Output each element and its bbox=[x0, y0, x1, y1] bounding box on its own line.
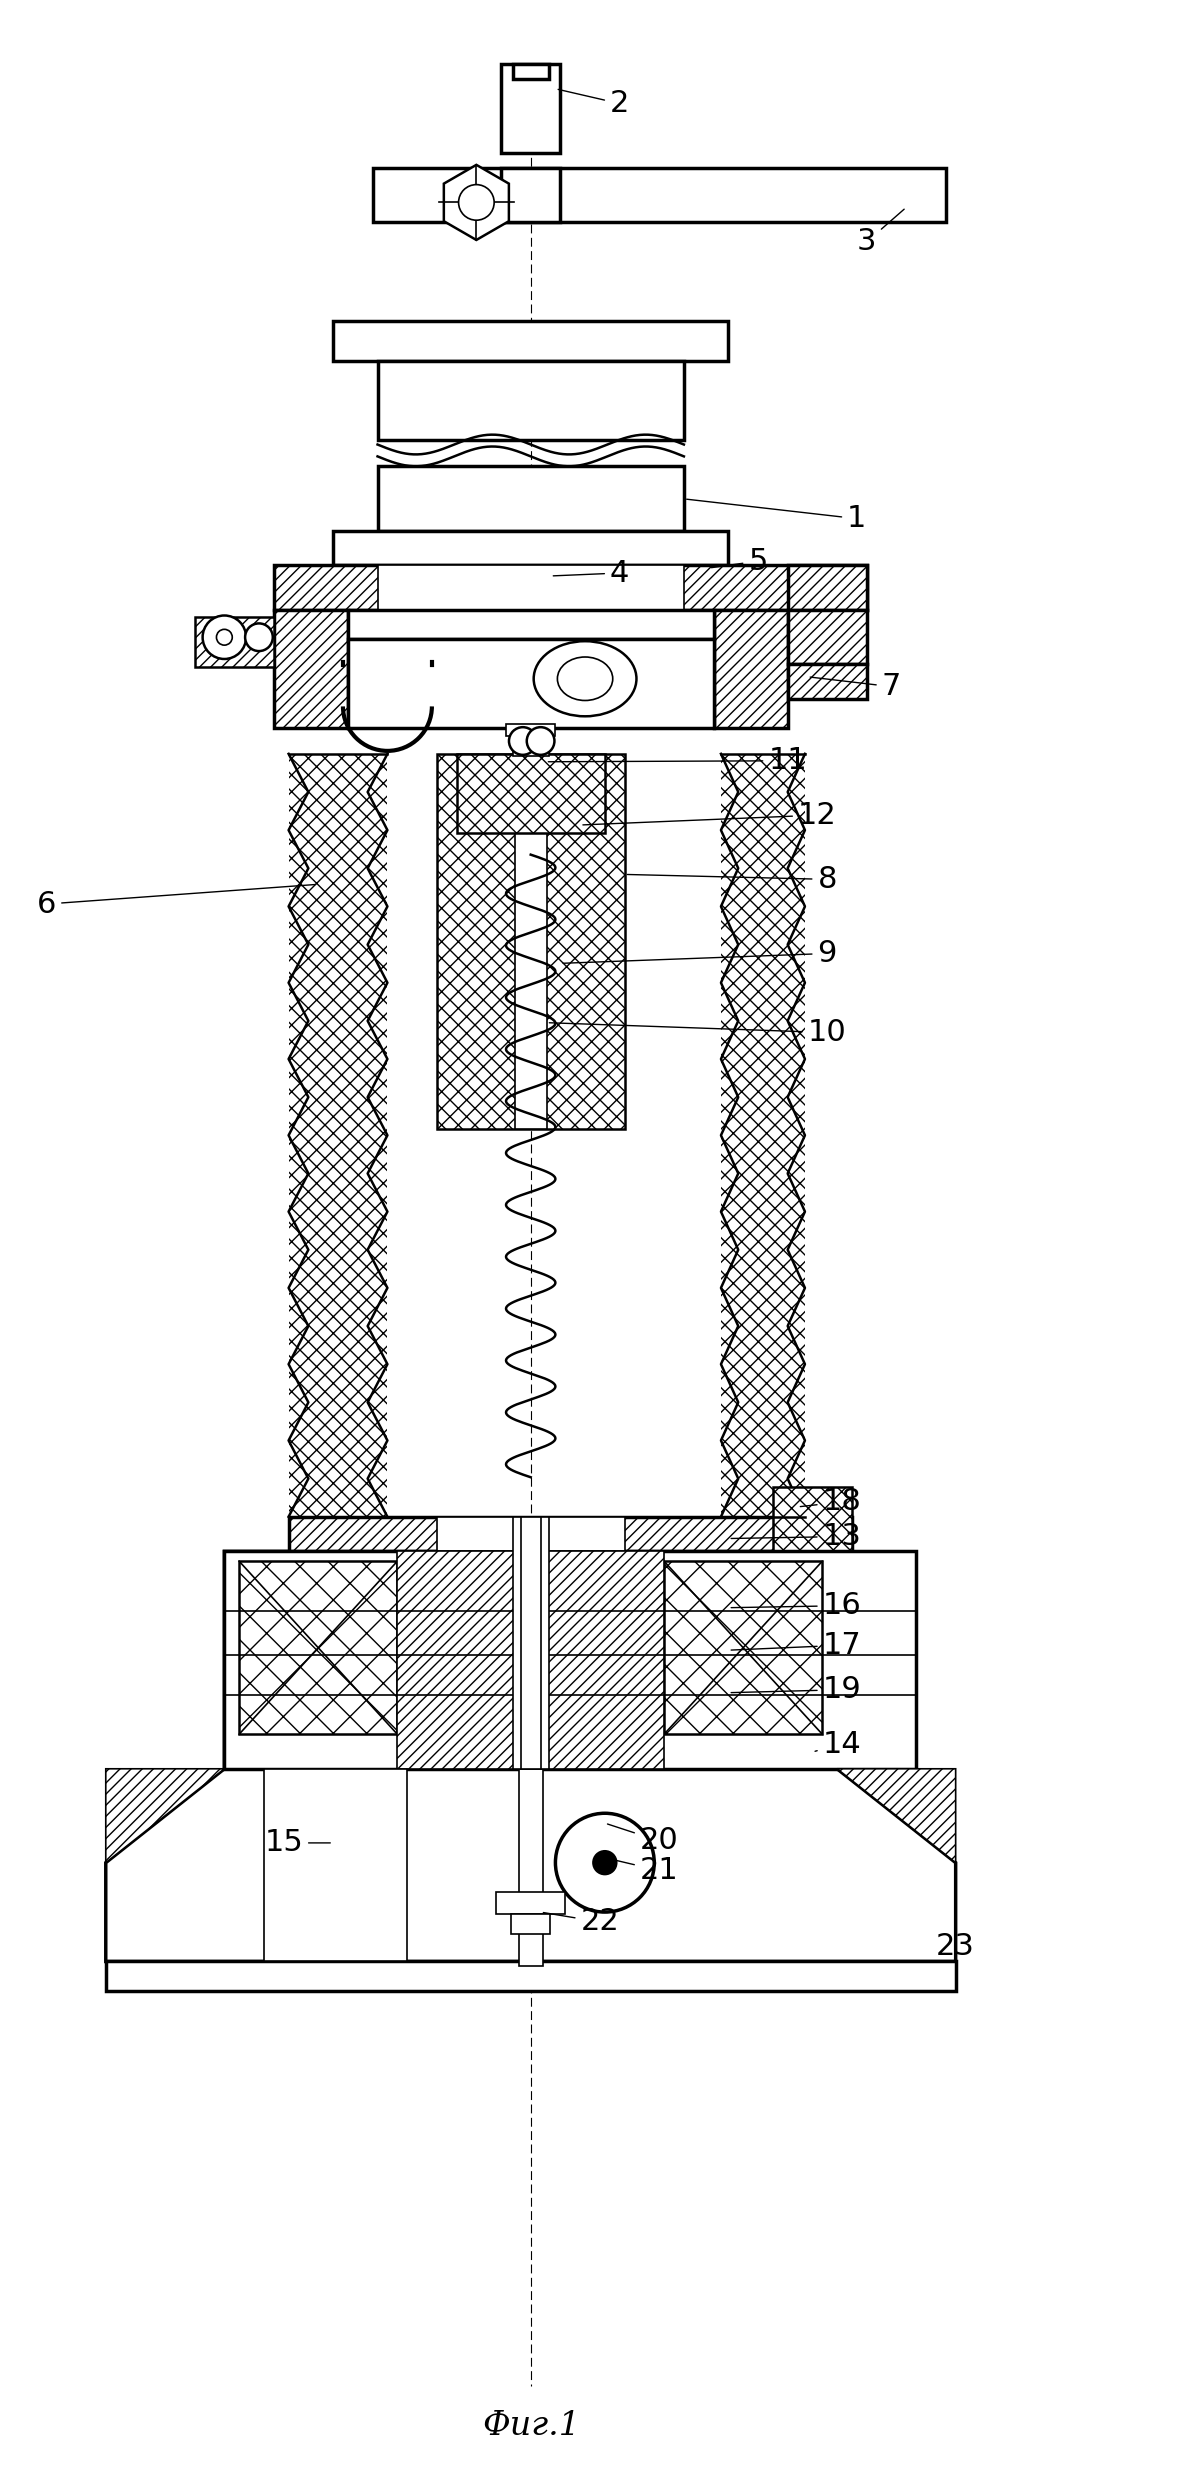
Bar bbox=[714, 611, 787, 728]
Text: 4: 4 bbox=[553, 558, 629, 588]
Text: 2: 2 bbox=[558, 90, 629, 117]
Text: 11: 11 bbox=[548, 745, 807, 775]
Text: 22: 22 bbox=[544, 1906, 619, 1936]
Polygon shape bbox=[105, 1553, 956, 1961]
Bar bbox=[377, 466, 684, 531]
Bar bbox=[105, 1961, 956, 1991]
Bar bbox=[521, 1518, 540, 1769]
Bar bbox=[501, 65, 560, 152]
Polygon shape bbox=[837, 1769, 956, 1862]
Text: 12: 12 bbox=[583, 800, 837, 830]
Text: 15: 15 bbox=[265, 1829, 330, 1857]
Bar bbox=[377, 566, 684, 611]
Bar bbox=[288, 755, 388, 1518]
Bar bbox=[513, 735, 548, 755]
Text: 1: 1 bbox=[687, 498, 866, 533]
Bar bbox=[288, 1518, 852, 1553]
Circle shape bbox=[245, 623, 273, 650]
Bar bbox=[274, 566, 866, 611]
Bar bbox=[501, 167, 560, 222]
Bar bbox=[787, 611, 866, 663]
Bar bbox=[519, 1769, 543, 1966]
Bar bbox=[513, 1518, 548, 1769]
Text: 18: 18 bbox=[800, 1488, 862, 1518]
Text: 5: 5 bbox=[712, 546, 767, 576]
Bar bbox=[437, 755, 624, 1129]
Bar bbox=[664, 1562, 823, 1734]
Circle shape bbox=[556, 1814, 655, 1911]
Text: 10: 10 bbox=[550, 1019, 846, 1047]
Bar bbox=[496, 1891, 565, 1914]
Text: 20: 20 bbox=[608, 1824, 678, 1857]
Bar bbox=[506, 725, 556, 735]
Bar bbox=[773, 1488, 852, 1553]
Polygon shape bbox=[105, 1769, 225, 1862]
Bar bbox=[333, 531, 728, 566]
Text: 8: 8 bbox=[628, 865, 837, 895]
Ellipse shape bbox=[558, 658, 612, 700]
Bar bbox=[787, 663, 866, 698]
Bar bbox=[721, 755, 805, 1518]
Bar bbox=[333, 321, 728, 361]
Text: 21: 21 bbox=[608, 1857, 678, 1884]
Bar bbox=[787, 566, 866, 611]
Text: Фиг.1: Фиг.1 bbox=[482, 2410, 579, 2442]
Text: 14: 14 bbox=[816, 1729, 862, 1759]
Text: 9: 9 bbox=[563, 939, 837, 967]
Bar bbox=[264, 1769, 407, 1961]
Circle shape bbox=[509, 728, 537, 755]
Bar bbox=[225, 1553, 916, 1769]
Text: 19: 19 bbox=[732, 1675, 862, 1705]
Text: 13: 13 bbox=[732, 1523, 862, 1550]
Bar bbox=[372, 167, 946, 222]
Circle shape bbox=[202, 616, 246, 658]
Bar bbox=[348, 611, 714, 640]
Text: 7: 7 bbox=[810, 673, 901, 700]
Bar bbox=[348, 640, 714, 728]
Circle shape bbox=[459, 184, 494, 219]
Bar bbox=[437, 1518, 624, 1553]
Bar bbox=[456, 755, 605, 832]
Bar bbox=[511, 1914, 551, 1934]
Bar bbox=[274, 611, 348, 728]
Text: 3: 3 bbox=[857, 209, 904, 257]
Circle shape bbox=[216, 630, 233, 645]
Text: 16: 16 bbox=[732, 1592, 862, 1620]
Bar bbox=[397, 1553, 535, 1769]
Circle shape bbox=[527, 728, 554, 755]
Text: 17: 17 bbox=[732, 1630, 862, 1660]
Bar bbox=[526, 1553, 664, 1769]
Text: 6: 6 bbox=[37, 885, 316, 920]
Bar bbox=[195, 618, 274, 668]
Circle shape bbox=[593, 1852, 617, 1874]
Bar bbox=[515, 755, 546, 1129]
Bar bbox=[377, 361, 684, 439]
Ellipse shape bbox=[534, 640, 636, 715]
Polygon shape bbox=[443, 164, 509, 239]
Text: 23: 23 bbox=[936, 1931, 975, 1961]
Bar bbox=[239, 1562, 397, 1734]
Bar bbox=[513, 65, 548, 80]
